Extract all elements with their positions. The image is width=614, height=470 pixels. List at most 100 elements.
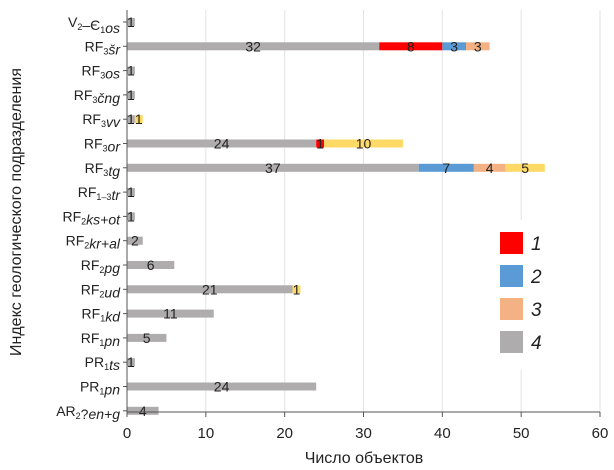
bar-RF3cng-series-4 xyxy=(127,90,135,99)
y-tick-label-part: pn xyxy=(103,382,120,398)
y-tick-label-RF3os: RF3os xyxy=(82,63,120,82)
y-tick-label-part: 1 xyxy=(99,338,104,348)
y-tick-label-part: or xyxy=(108,139,122,155)
y-tick-label-part: kd xyxy=(105,309,121,325)
y-tick-label-part: 3 xyxy=(92,95,97,105)
data-label-V2-C1os-series-4: 1 xyxy=(127,14,135,30)
y-tick-label-part: 3 xyxy=(100,71,105,81)
y-tick-label-RF2ud: RF2ud xyxy=(81,281,121,300)
y-tick-label-V2-C1os: V2–Є1os xyxy=(68,14,120,36)
data-label-RF2kr+al-series-4: 2 xyxy=(131,233,139,249)
legend-label-3: 3 xyxy=(531,300,542,321)
data-label-RF3cng-series-4: 1 xyxy=(127,87,135,103)
data-label-PR1pn-series-4: 24 xyxy=(214,379,230,395)
data-label-RF3tg-series-3: 4 xyxy=(486,160,494,176)
legend: 1 2 3 4 xyxy=(484,220,584,370)
y-tick-label-RF3sr: RF3šr xyxy=(85,38,122,57)
x-tick-label: 30 xyxy=(355,425,372,442)
legend-swatch-4 xyxy=(500,331,523,353)
y-tick-label-AR2?en+g: AR2?en+g xyxy=(56,403,120,422)
bar-RF3tg-series-3 xyxy=(473,163,506,172)
legend-swatch-1 xyxy=(500,232,523,254)
data-label-RF3or-series-5: 10 xyxy=(356,136,372,152)
y-tick-label-part: 2 xyxy=(77,22,82,32)
y-tick-label-part: 2 xyxy=(76,411,81,421)
y-tick-label-part: 2 xyxy=(84,241,89,251)
bars xyxy=(127,18,545,415)
y-tick-label-RF3or: RF3or xyxy=(84,136,121,155)
y-tick-label-part: 1–3 xyxy=(96,192,111,202)
y-tick-label-part: 1 xyxy=(100,25,105,35)
y-tick-label-RF1pn: RF1pn xyxy=(81,330,120,349)
y-tick-label-part: pn xyxy=(103,333,120,349)
y-tick-label-part: 3 xyxy=(103,144,108,154)
data-label-RF3tg-series-2: 7 xyxy=(442,160,450,176)
y-tick-label-part: RF xyxy=(81,281,100,297)
bar-RF2ks+ot-series-4 xyxy=(127,212,135,221)
y-tick-label-part: ts xyxy=(109,357,120,373)
y-tick-label-part: 2 xyxy=(99,265,104,275)
y-tick-label-part: 1 xyxy=(104,362,109,372)
data-label-RF3sr-series-3: 3 xyxy=(474,38,482,54)
bar-RF3or-series-5 xyxy=(324,139,403,148)
data-label-RF3tg-series-5: 5 xyxy=(521,160,529,176)
y-tick-label-part: pg xyxy=(103,260,120,276)
y-tick-label-RF3cng: RF3čng xyxy=(74,87,120,106)
y-tick-label-part: ud xyxy=(104,284,121,300)
y-tick-label-part: vv xyxy=(106,114,121,130)
y-tick-label-part: 3 xyxy=(103,46,108,56)
data-label-RF3vv-series-4: 1 xyxy=(127,111,135,127)
data-label-RF1pn-series-4: 5 xyxy=(143,330,151,346)
y-tick-label-part: V xyxy=(68,14,78,30)
x-tick-label: 20 xyxy=(276,425,293,442)
bar-RF3sr-series-3 xyxy=(465,42,490,51)
y-tick-label-part: RF xyxy=(62,208,81,224)
data-label-RF3vv-series-5: 1 xyxy=(135,111,143,127)
y-tick-label-part: kr+al xyxy=(89,236,121,252)
y-tick-label-RF2pg: RF2pg xyxy=(81,257,120,276)
y-tick-label-part: en+g xyxy=(88,406,120,422)
bar-RF2ud-series-5 xyxy=(292,285,301,294)
bar-RF3or-series-4 xyxy=(127,139,317,148)
bar-RF1pn-series-4 xyxy=(127,333,167,342)
y-tick-label-part: 2 xyxy=(81,216,86,226)
y-tick-label-part: tr xyxy=(111,187,121,203)
bar-RF2pg-series-4 xyxy=(127,261,175,269)
y-tick-label-PR1pn: PR1pn xyxy=(80,379,120,398)
y-tick-label-part: tg xyxy=(108,163,120,179)
legend-swatch-3 xyxy=(500,298,523,320)
y-tick-label-part: RF xyxy=(74,87,93,103)
bar-RF3tg-series-4 xyxy=(127,163,419,172)
y-tick-label-part: RF xyxy=(85,38,104,54)
bar-RF1-3tr-series-4 xyxy=(127,188,135,197)
x-axis-title: Число объектов xyxy=(305,450,424,467)
bar-RF3tg-series-2 xyxy=(418,163,474,172)
y-tick-label-part: ? xyxy=(81,406,89,422)
x-tick-label: 60 xyxy=(592,425,609,442)
y-tick-label-PR1ts: PR1ts xyxy=(85,354,120,373)
y-tick-label-part: RF xyxy=(81,257,100,273)
y-tick-label-part: AR xyxy=(56,403,75,419)
y-tick-label-part: PR xyxy=(85,354,104,370)
y-tick-label-part: 1 xyxy=(100,314,105,324)
bar-RF3tg-series-5 xyxy=(505,163,545,172)
y-tick-label-part: RF xyxy=(81,330,100,346)
data-label-RF3sr-series-2: 3 xyxy=(450,38,458,54)
data-label-RF2ks+ot-series-4: 1 xyxy=(127,208,135,224)
data-label-RF3or-series-4: 24 xyxy=(214,136,230,152)
y-tick-label-RF1-3tr: RF1–3tr xyxy=(78,184,122,203)
y-tick-label-RF2kr+al: RF2kr+al xyxy=(66,233,121,252)
x-tick-label: 0 xyxy=(123,425,131,442)
bar-PR1pn-series-4 xyxy=(127,382,317,391)
bar-AR2?en+g-series-4 xyxy=(127,406,159,415)
y-tick-label-RF3tg: RF3tg xyxy=(85,160,121,179)
data-label-RF3sr-series-1: 8 xyxy=(407,38,415,54)
data-label-RF3sr-series-4: 32 xyxy=(245,38,261,54)
y-tick-label-part: RF xyxy=(82,63,101,79)
bar-RF3sr-series-2 xyxy=(442,42,466,51)
axes: 0 10 20 30 40 50 60V2–Є1osRF3šrRF3osRF3čngRF3v… xyxy=(56,10,608,442)
y-tick-label-part: RF xyxy=(82,111,101,127)
bar-RF2ud-series-4 xyxy=(127,285,293,294)
